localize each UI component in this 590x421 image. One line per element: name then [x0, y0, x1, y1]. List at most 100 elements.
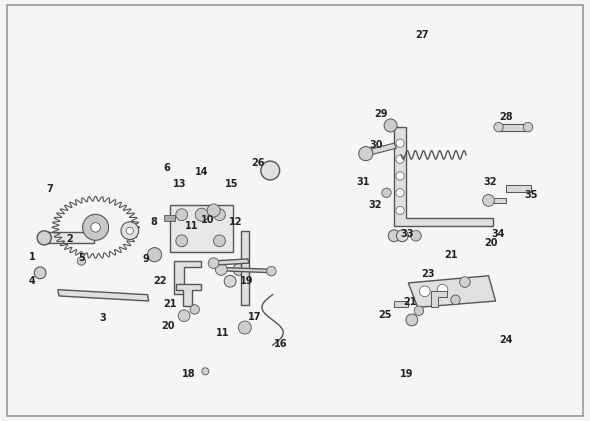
Circle shape [396, 189, 404, 197]
Text: 23: 23 [421, 269, 434, 279]
Text: 15: 15 [225, 179, 238, 189]
Circle shape [215, 264, 227, 275]
Text: 21: 21 [404, 297, 417, 307]
Polygon shape [218, 267, 274, 273]
Polygon shape [241, 231, 249, 305]
Circle shape [190, 305, 199, 314]
Text: 4: 4 [29, 276, 36, 286]
Polygon shape [170, 205, 233, 252]
Polygon shape [211, 259, 249, 265]
Text: 32: 32 [368, 200, 381, 210]
Text: 34: 34 [492, 229, 505, 239]
Text: 27: 27 [415, 29, 428, 40]
Circle shape [261, 161, 280, 180]
Text: 26: 26 [252, 158, 265, 168]
Circle shape [494, 123, 503, 132]
Circle shape [396, 172, 404, 180]
Text: 20: 20 [484, 238, 497, 248]
Text: 5: 5 [78, 253, 85, 263]
Circle shape [83, 214, 109, 240]
Polygon shape [499, 124, 528, 131]
Polygon shape [431, 291, 447, 307]
Polygon shape [174, 261, 201, 294]
Text: 6: 6 [163, 163, 170, 173]
Circle shape [406, 314, 418, 326]
Polygon shape [176, 284, 201, 306]
Text: 21: 21 [163, 299, 176, 309]
Text: 13: 13 [173, 179, 186, 189]
Circle shape [208, 258, 219, 269]
Text: 24: 24 [500, 335, 513, 345]
Circle shape [233, 264, 245, 275]
Text: 7: 7 [47, 184, 54, 195]
Polygon shape [394, 301, 408, 307]
Text: 33: 33 [401, 229, 414, 239]
Circle shape [34, 267, 46, 279]
Polygon shape [489, 198, 506, 203]
Text: 21: 21 [445, 250, 458, 260]
Text: 12: 12 [230, 217, 242, 227]
Polygon shape [408, 276, 496, 307]
Text: 17: 17 [248, 312, 261, 322]
Circle shape [176, 235, 188, 247]
Polygon shape [41, 232, 94, 243]
Text: 3: 3 [100, 313, 107, 323]
Text: 11: 11 [185, 221, 198, 232]
Polygon shape [394, 127, 493, 226]
Text: 1: 1 [29, 252, 36, 262]
Circle shape [523, 123, 533, 132]
Text: 35: 35 [525, 189, 537, 200]
Text: 16: 16 [274, 339, 287, 349]
Circle shape [214, 235, 225, 247]
Text: 11: 11 [217, 328, 230, 338]
Polygon shape [365, 143, 396, 156]
Circle shape [148, 248, 162, 262]
Circle shape [483, 195, 494, 206]
Circle shape [411, 230, 421, 241]
Text: 8: 8 [150, 217, 157, 227]
Circle shape [37, 231, 51, 245]
Text: 29: 29 [374, 109, 387, 119]
Circle shape [396, 155, 404, 163]
Text: 20: 20 [162, 321, 175, 331]
Circle shape [384, 119, 397, 132]
Circle shape [121, 222, 139, 240]
Circle shape [419, 286, 430, 297]
Text: 30: 30 [370, 140, 383, 150]
Circle shape [238, 321, 251, 334]
Circle shape [460, 277, 470, 288]
Circle shape [396, 139, 404, 147]
Circle shape [202, 368, 209, 375]
Polygon shape [506, 185, 531, 192]
Circle shape [207, 204, 220, 217]
Circle shape [178, 310, 190, 322]
Text: 18: 18 [182, 369, 196, 379]
Text: 10: 10 [201, 215, 214, 225]
Text: 32: 32 [483, 177, 496, 187]
Polygon shape [58, 290, 149, 301]
Circle shape [382, 188, 391, 197]
Circle shape [359, 147, 373, 161]
Circle shape [214, 209, 225, 221]
Circle shape [176, 209, 188, 221]
Text: 25: 25 [378, 310, 391, 320]
Text: 2: 2 [66, 234, 73, 244]
Text: 19: 19 [401, 369, 414, 379]
Circle shape [77, 257, 86, 265]
Circle shape [195, 208, 208, 221]
Text: eReplacementParts.com: eReplacementParts.com [176, 211, 414, 231]
Circle shape [91, 223, 100, 232]
Text: 14: 14 [195, 167, 208, 177]
Circle shape [267, 266, 276, 276]
Circle shape [396, 230, 408, 242]
Bar [164, 215, 175, 221]
Text: 28: 28 [499, 112, 513, 122]
Circle shape [126, 227, 133, 234]
Text: 19: 19 [240, 276, 253, 286]
Circle shape [396, 206, 404, 215]
Circle shape [414, 306, 424, 315]
Text: 9: 9 [143, 254, 150, 264]
Text: 31: 31 [356, 177, 369, 187]
Circle shape [388, 230, 400, 242]
Circle shape [224, 275, 236, 287]
